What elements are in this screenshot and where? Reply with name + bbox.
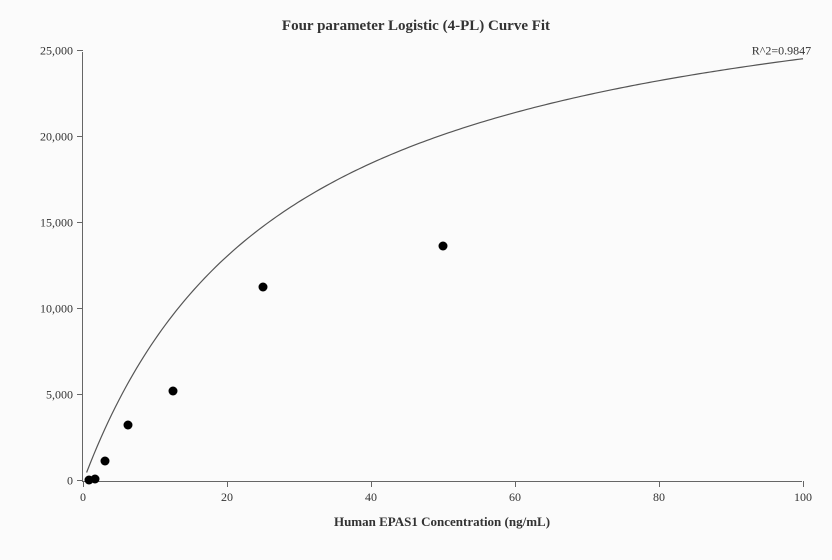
scatter-point — [90, 474, 99, 483]
y-tick — [77, 50, 83, 51]
scatter-point — [169, 386, 178, 395]
x-tick — [659, 481, 660, 487]
scatter-point — [124, 421, 133, 430]
y-tick-label: 10,000 — [40, 302, 73, 317]
x-tick — [515, 481, 516, 487]
y-tick-label: 25,000 — [40, 44, 73, 59]
scatter-point — [101, 457, 110, 466]
y-tick — [77, 394, 83, 395]
r-squared-annotation: R^2=0.9847 — [752, 44, 811, 59]
plot-area: 02040608010005,00010,00015,00020,00025,0… — [82, 52, 802, 482]
x-tick-label: 0 — [80, 490, 86, 505]
y-tick-label: 15,000 — [40, 216, 73, 231]
x-axis-label: Human EPAS1 Concentration (ng/mL) — [334, 514, 550, 530]
x-tick — [83, 481, 84, 487]
x-tick-label: 20 — [221, 490, 233, 505]
chart-container: Four parameter Logistic (4-PL) Curve Fit… — [0, 0, 832, 560]
x-tick-label: 100 — [794, 490, 812, 505]
x-tick-label: 40 — [365, 490, 377, 505]
chart-title: Four parameter Logistic (4-PL) Curve Fit — [0, 18, 832, 35]
x-tick — [371, 481, 372, 487]
y-tick — [77, 480, 83, 481]
y-tick-label: 20,000 — [40, 130, 73, 145]
y-tick — [77, 222, 83, 223]
x-tick — [227, 481, 228, 487]
scatter-point — [439, 242, 448, 251]
x-tick — [803, 481, 804, 487]
x-tick-label: 60 — [509, 490, 521, 505]
y-tick — [77, 308, 83, 309]
y-tick — [77, 136, 83, 137]
fit-curve — [83, 52, 803, 482]
y-tick-label: 0 — [67, 474, 73, 489]
y-tick-label: 5,000 — [46, 388, 73, 403]
scatter-point — [259, 282, 268, 291]
x-tick-label: 80 — [653, 490, 665, 505]
